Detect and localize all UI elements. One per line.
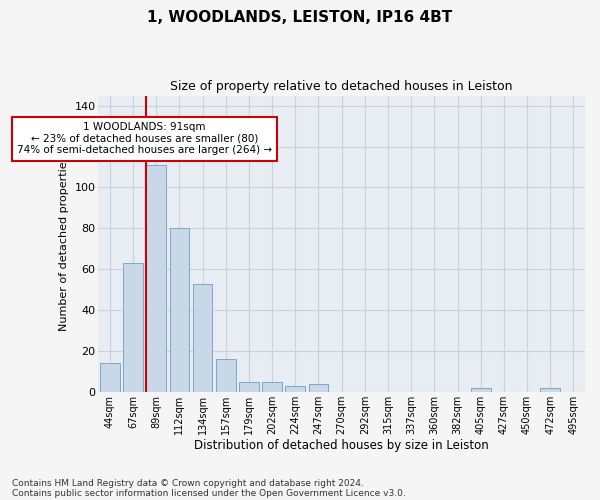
Bar	[262, 382, 282, 392]
Text: 1, WOODLANDS, LEISTON, IP16 4BT: 1, WOODLANDS, LEISTON, IP16 4BT	[148, 10, 452, 25]
Bar	[471, 388, 491, 392]
Bar	[100, 363, 120, 392]
Y-axis label: Number of detached properties: Number of detached properties	[59, 156, 69, 332]
Title: Size of property relative to detached houses in Leiston: Size of property relative to detached ho…	[170, 80, 513, 93]
Bar	[216, 359, 236, 392]
Bar	[308, 384, 328, 392]
Text: Contains public sector information licensed under the Open Government Licence v3: Contains public sector information licen…	[12, 488, 406, 498]
X-axis label: Distribution of detached houses by size in Leiston: Distribution of detached houses by size …	[194, 440, 489, 452]
Bar	[286, 386, 305, 392]
Bar	[239, 382, 259, 392]
Bar	[170, 228, 189, 392]
Bar	[146, 165, 166, 392]
Bar	[541, 388, 560, 392]
Text: Contains HM Land Registry data © Crown copyright and database right 2024.: Contains HM Land Registry data © Crown c…	[12, 478, 364, 488]
Bar	[193, 284, 212, 392]
Bar	[123, 263, 143, 392]
Text: 1 WOODLANDS: 91sqm
← 23% of detached houses are smaller (80)
74% of semi-detache: 1 WOODLANDS: 91sqm ← 23% of detached hou…	[17, 122, 272, 156]
